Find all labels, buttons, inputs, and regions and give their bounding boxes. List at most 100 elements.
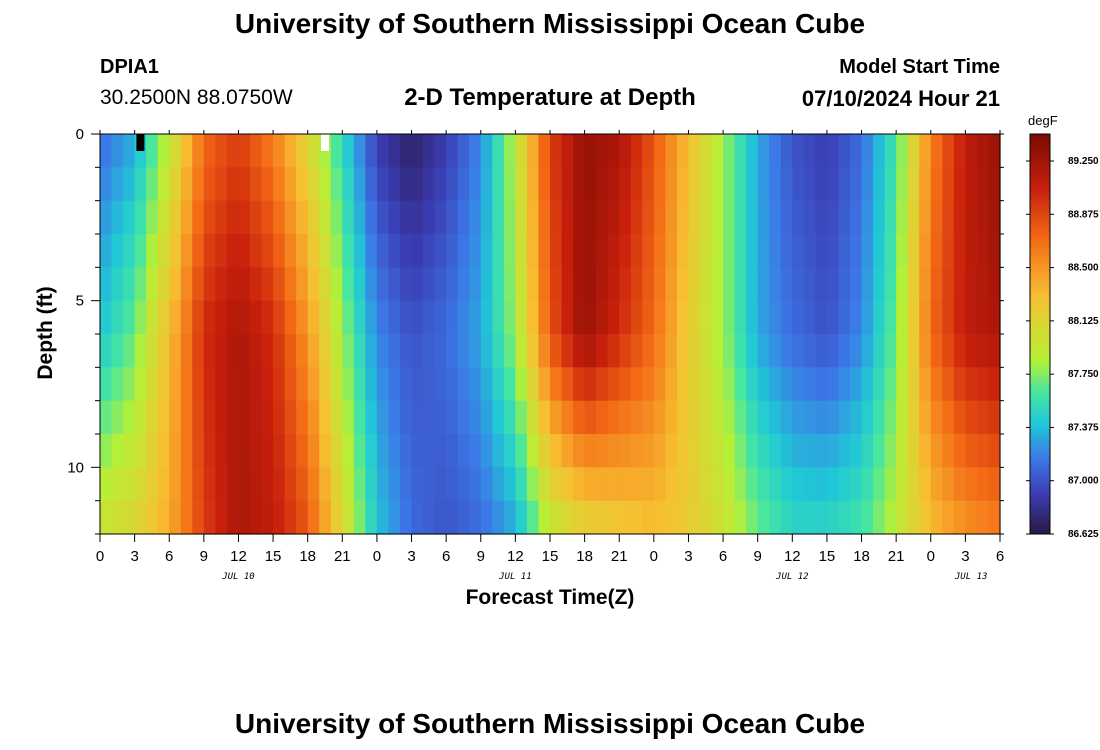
heatmap-cell (700, 167, 713, 202)
heatmap-cell (792, 167, 805, 202)
heatmap-cell (480, 367, 493, 402)
x-tick-label: 6 (165, 548, 173, 565)
heatmap-cell (907, 234, 920, 268)
heatmap-cell (838, 400, 851, 435)
heatmap-cell (215, 134, 228, 168)
heatmap-cell (503, 367, 516, 402)
heatmap-cell (550, 334, 563, 368)
heatmap-cell (746, 500, 759, 535)
heatmap-cell (319, 234, 332, 268)
heatmap-cell (400, 200, 413, 235)
heatmap-cell (550, 500, 563, 535)
colorbar (1029, 133, 1051, 535)
heatmap-cell (861, 467, 874, 502)
heatmap-cell (238, 434, 251, 468)
heatmap-cell (584, 167, 597, 202)
heatmap-cell (342, 467, 355, 502)
heatmap-cell (365, 400, 378, 435)
heatmap-cell (965, 234, 978, 268)
heatmap-cell (919, 467, 932, 502)
heatmap-cell (561, 134, 574, 168)
heatmap-cell (850, 300, 863, 335)
heatmap-cell (457, 334, 470, 368)
heatmap-cell (792, 134, 805, 168)
heatmap-cell (353, 434, 366, 468)
heatmap-cell (538, 167, 551, 202)
heatmap-cell (757, 134, 770, 168)
heatmap-cell (492, 467, 505, 502)
heatmap-cell (942, 334, 955, 368)
heatmap-cell (815, 134, 828, 168)
heatmap-cell (261, 467, 274, 502)
heatmap-cell (907, 300, 920, 335)
heatmap-cell (180, 434, 193, 468)
heatmap-cell (815, 267, 828, 302)
heatmap-cell (273, 400, 286, 435)
heatmap-cell (838, 300, 851, 335)
heatmap-cell (619, 267, 632, 302)
heatmap-cell (596, 400, 609, 435)
heatmap-cell (434, 334, 447, 368)
heatmap-cell (146, 200, 159, 235)
heatmap-cell (469, 234, 482, 268)
x-tick-label: 18 (299, 548, 316, 565)
heatmap-cell (861, 134, 874, 168)
heatmap-cell (596, 434, 609, 468)
heatmap-cell (446, 167, 459, 202)
heatmap-cell (630, 467, 643, 502)
heatmap-cell (261, 200, 274, 235)
heatmap-cell (896, 267, 909, 302)
heatmap-cell (192, 400, 205, 435)
heatmap-cell (803, 167, 816, 202)
heatmap-cell (411, 134, 424, 168)
heatmap-cell (319, 467, 332, 502)
heatmap-cell (619, 134, 632, 168)
heatmap-cell (365, 234, 378, 268)
colorbar-ticks: 89.250 88.875 88.500 88.125 87.750 87.375 87.0… (1026, 156, 1099, 540)
heatmap-cell (873, 467, 886, 502)
heatmap-cell (676, 300, 690, 335)
heatmap-cell (123, 167, 136, 202)
heatmap-cell (284, 267, 297, 302)
heatmap-cell (480, 400, 493, 435)
heatmap-cell (930, 167, 943, 202)
heatmap-cell (688, 500, 701, 535)
heatmap-cell (538, 467, 551, 502)
heatmap-cell (226, 334, 240, 368)
heatmap-cell (526, 134, 540, 168)
heatmap-cell (584, 234, 597, 268)
heatmap-cell (330, 134, 343, 168)
heatmap-cell (965, 434, 978, 468)
heatmap-cell (653, 234, 666, 268)
heatmap-cell (157, 367, 170, 402)
heatmap-cell (365, 134, 378, 168)
heatmap-cell (965, 334, 978, 368)
heatmap-cell (515, 500, 528, 535)
x-axis-title: Forecast Time(Z) (466, 586, 635, 609)
heatmap-cell (711, 500, 724, 535)
heatmap-cell (123, 367, 136, 402)
heatmap-cell (111, 500, 124, 535)
heatmap-cell (215, 367, 228, 402)
heatmap-cell (134, 467, 147, 502)
heatmap-cell (630, 500, 643, 535)
heatmap-cell (711, 200, 724, 235)
heatmap-cell (584, 367, 597, 402)
heatmap-cell (134, 200, 147, 235)
heatmap-cell (619, 434, 632, 468)
heatmap-cell (607, 400, 620, 435)
heatmap-cell (250, 267, 263, 302)
heatmap-cell (296, 434, 309, 468)
x-tick-label: 6 (996, 548, 1004, 565)
heatmap-cell (630, 167, 643, 202)
heatmap-cell (261, 167, 274, 202)
heatmap-cell (538, 234, 551, 268)
surface-marker (321, 134, 329, 151)
heatmap-cell (515, 334, 528, 368)
heatmap-cell (365, 367, 378, 402)
heatmap-cell (746, 434, 759, 468)
heatmap-cell (919, 267, 932, 302)
heatmap-cell (803, 334, 816, 368)
heatmap-cell (423, 467, 436, 502)
x-tick-label: 0 (96, 548, 104, 565)
